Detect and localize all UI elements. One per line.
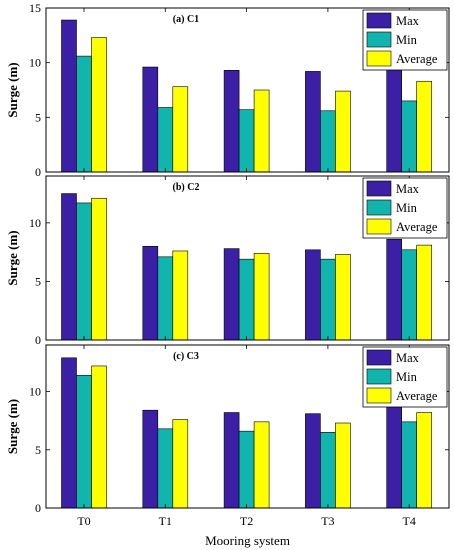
bar-average-t3 [335, 422, 351, 509]
legend-label-max: Max [396, 14, 420, 28]
legend-swatch-average [366, 50, 392, 67]
legend-swatch-min [366, 368, 392, 385]
x-tick-label: T3 [321, 514, 334, 528]
bar-average-t4 [416, 412, 433, 509]
panel-title: (b) C2 [173, 182, 200, 193]
bar-max-t1 [142, 245, 159, 341]
bar-min-t4 [401, 249, 418, 341]
legend: Max Min Average [362, 9, 448, 71]
bar-average-t2 [253, 253, 270, 341]
y-tick-label: 5 [35, 443, 41, 457]
panel-title: (a) C1 [173, 14, 199, 25]
bar-max-t3 [305, 413, 321, 509]
bar-average-t2 [253, 89, 270, 173]
x-tick-label: T2 [240, 514, 253, 528]
y-tick-label: 10 [29, 216, 41, 230]
bar-average-t0 [91, 197, 107, 341]
bar-max-t3 [305, 71, 321, 173]
plot-frame [45, 344, 450, 509]
legend-label-min: Min [396, 33, 418, 47]
chart-panel-2: 0 5 10 (b) C2 Surge (m) Max Min Average [5, 175, 450, 347]
bar-average-t0 [91, 365, 107, 509]
legend-label-average: Average [396, 52, 438, 66]
bar-average-t1 [172, 250, 189, 341]
y-axis-label: Surge (m) [5, 62, 20, 117]
bar-max-t2 [223, 70, 240, 173]
y-tick-label: 10 [29, 56, 41, 70]
bar-average-t3 [335, 90, 351, 173]
bar-average-t1 [172, 419, 189, 509]
bar-min-t0 [76, 55, 92, 173]
y-tick-label: 15 [29, 1, 41, 15]
x-tick-label: T1 [159, 514, 172, 528]
bar-max-t4 [386, 238, 403, 341]
legend-label-max: Max [396, 351, 420, 365]
bar-min-t1 [157, 107, 174, 173]
bar-min-t2 [238, 258, 255, 341]
plot-frame [45, 175, 450, 341]
plot-frame [45, 7, 450, 173]
legend-swatch-min [366, 31, 392, 48]
panel-title: (c) C3 [173, 351, 199, 362]
legend-swatch-max [366, 180, 392, 197]
legend-swatch-max [366, 349, 392, 366]
bar-min-t3 [320, 110, 336, 173]
y-tick-label: 10 [29, 385, 41, 399]
bar-max-t4 [386, 60, 403, 173]
bar-min-t0 [76, 202, 92, 341]
chart-panel-1: 0 5 10 15 (a) C1 Surge (m) Max Min Average [5, 1, 450, 179]
bar-min-t3 [320, 258, 336, 341]
y-tick-label: 5 [35, 274, 41, 288]
legend-label-min: Min [396, 370, 418, 384]
y-tick-label: 5 [35, 110, 41, 124]
bar-max-t2 [223, 248, 240, 341]
legend-swatch-max [366, 12, 392, 29]
bar-min-t1 [157, 256, 174, 341]
bar-max-t2 [223, 412, 240, 509]
legend-swatch-average [366, 218, 392, 235]
bar-min-t3 [320, 432, 336, 509]
x-tick-label: T0 [77, 514, 90, 528]
bar-min-t0 [76, 374, 92, 509]
legend-label-min: Min [396, 201, 418, 215]
y-axis-label: Surge (m) [5, 399, 20, 454]
bar-min-t4 [401, 421, 418, 509]
bar-average-t4 [416, 244, 433, 341]
legend-label-average: Average [396, 220, 438, 234]
bar-average-t4 [416, 80, 433, 173]
bar-min-t1 [157, 428, 174, 509]
bar-min-t2 [238, 430, 255, 509]
bar-max-t1 [142, 409, 159, 509]
bar-max-t0 [61, 193, 77, 341]
bar-average-t1 [172, 86, 189, 173]
bar-max-t0 [61, 357, 77, 509]
bar-max-t0 [61, 19, 77, 173]
bar-max-t1 [142, 66, 159, 173]
bar-min-t2 [238, 109, 255, 173]
chart-panel-3: T0 T1 T2 T3 T4 0 5 10 (c) C3 Surge (m) Max Min Avera… [5, 344, 450, 548]
y-tick-label: 0 [35, 165, 41, 179]
legend-label-max: Max [396, 182, 420, 196]
y-axis-label: Surge (m) [5, 230, 20, 285]
bar-min-t4 [401, 100, 418, 173]
legend: Max Min Average [362, 346, 448, 408]
bar-max-t3 [305, 249, 321, 341]
y-tick-label: 0 [35, 333, 41, 347]
legend-label-average: Average [396, 389, 438, 403]
bar-max-t4 [386, 402, 403, 509]
legend: Max Min Average [362, 177, 448, 239]
bar-average-t2 [253, 421, 270, 509]
x-tick-label: T4 [403, 514, 416, 528]
bar-average-t3 [335, 254, 351, 341]
x-axis-label: Mooring system [205, 533, 290, 548]
y-tick-label: 0 [35, 501, 41, 515]
bar-average-t0 [91, 37, 107, 173]
legend-swatch-min [366, 199, 392, 216]
legend-swatch-average [366, 387, 392, 404]
